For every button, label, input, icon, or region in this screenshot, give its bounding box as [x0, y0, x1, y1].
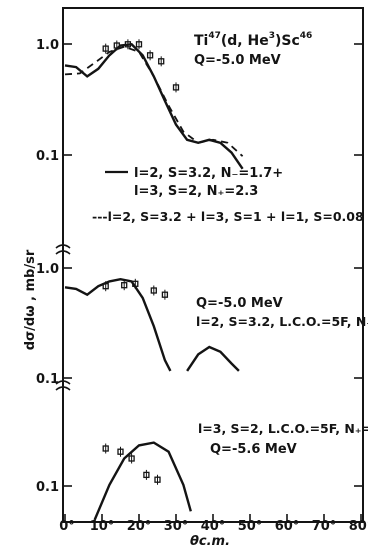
y-axis-label: dσ/dω , mb/sr [23, 249, 38, 350]
panel-1-data-point-2 [113, 40, 120, 51]
panel-3-data-point-2 [117, 446, 124, 457]
x-axis-label: θc.m. [190, 534, 230, 549]
panel-1-data-point-4 [135, 39, 143, 50]
panel-3-series-1-solid-curve [93, 441, 192, 521]
panel-2-q-value: Q=-5.0 MeV [196, 296, 283, 311]
panel-3-data-point-4 [143, 469, 150, 480]
panel-1-data-point-5 [146, 50, 154, 61]
panel-1-data-point-7 [172, 82, 180, 93]
panel-2-data-point-5 [161, 289, 169, 300]
panel-3-q-value: Q=-5.6 MeV [210, 442, 297, 457]
panel-1-data-point-1 [102, 43, 109, 54]
panel-1-series-2-dashed-curve [64, 45, 244, 157]
points-layer [102, 39, 180, 485]
x-tick-label-9: 80° [349, 519, 368, 534]
reaction-base: Ti [194, 33, 208, 49]
reaction-he-mass: 3 [269, 31, 275, 41]
x-tick-label-5: 40° [201, 519, 226, 534]
axis-break-lower [55, 380, 71, 391]
y-tick-label-top-2: 0.1 [36, 149, 59, 164]
reaction-sc-mass: 46 [300, 31, 313, 41]
x-tick-label-8: 70° [312, 519, 337, 534]
panel-3-data-point-5 [154, 474, 161, 485]
legend-entry-3: ---l=2, S=3.2 + l=3, S=1 + l=1, S=0.08 [92, 209, 364, 224]
axis-break-upper [55, 244, 71, 255]
x-tick-label-2: 10° [90, 519, 115, 534]
panel-3-data-point-3 [128, 453, 135, 464]
panel-2-series-2-solid-curve [186, 345, 240, 372]
reaction-mid: (d, He [221, 33, 269, 49]
panel-1-data-point-6 [158, 56, 165, 67]
reaction-label: Ti47(d, He3)Sc46 [194, 31, 312, 49]
series-layer [64, 43, 244, 521]
x-tick-label-3: 20° [127, 519, 152, 534]
legend-entry-1: l=2, S=3.2, N₋=1.7+ [134, 166, 283, 181]
x-tick-label-4: 30° [164, 519, 189, 534]
reaction-end: )Sc [275, 33, 300, 49]
y-tick-label-mid-1: 1.0 [36, 262, 59, 277]
panel-1-q-value: Q=-5.0 MeV [194, 53, 281, 68]
x-tick-label-1: 0° [59, 519, 75, 534]
panel-3-data-point-1 [102, 443, 109, 454]
panel-3-legend: l=3, S=2, L.C.O.=5F, N₊=2.3 [198, 421, 368, 436]
panel-2-data-point-3 [132, 278, 139, 289]
panel-2-series-1-solid-curve [64, 277, 172, 372]
y-tick-label-mid-2: 0.1 [36, 372, 59, 387]
panel-2-data-point-4 [150, 285, 157, 296]
y-tick-label-bottom-1: 0.1 [36, 480, 59, 495]
panel-2-data-point-2 [121, 280, 128, 291]
panel-2-data-point-1 [102, 281, 109, 292]
legend-entry-2: l=3, S=2, N₊=2.3 [134, 184, 258, 199]
x-tick-label-6: 50° [238, 519, 263, 534]
x-tick-labels: 0° 10° 20° 30° 40° 50° 60° 70° 80° [59, 514, 368, 534]
x-tick-label-7: 60° [275, 519, 300, 534]
y-tick-label-top-1: 1.0 [36, 38, 59, 53]
panel-2-legend: l=2, S=3.2, L.C.O.=5F, N₋=1.7 [196, 314, 368, 329]
panel-1-data-point-3 [124, 39, 132, 50]
reaction-mass: 47 [208, 31, 221, 41]
